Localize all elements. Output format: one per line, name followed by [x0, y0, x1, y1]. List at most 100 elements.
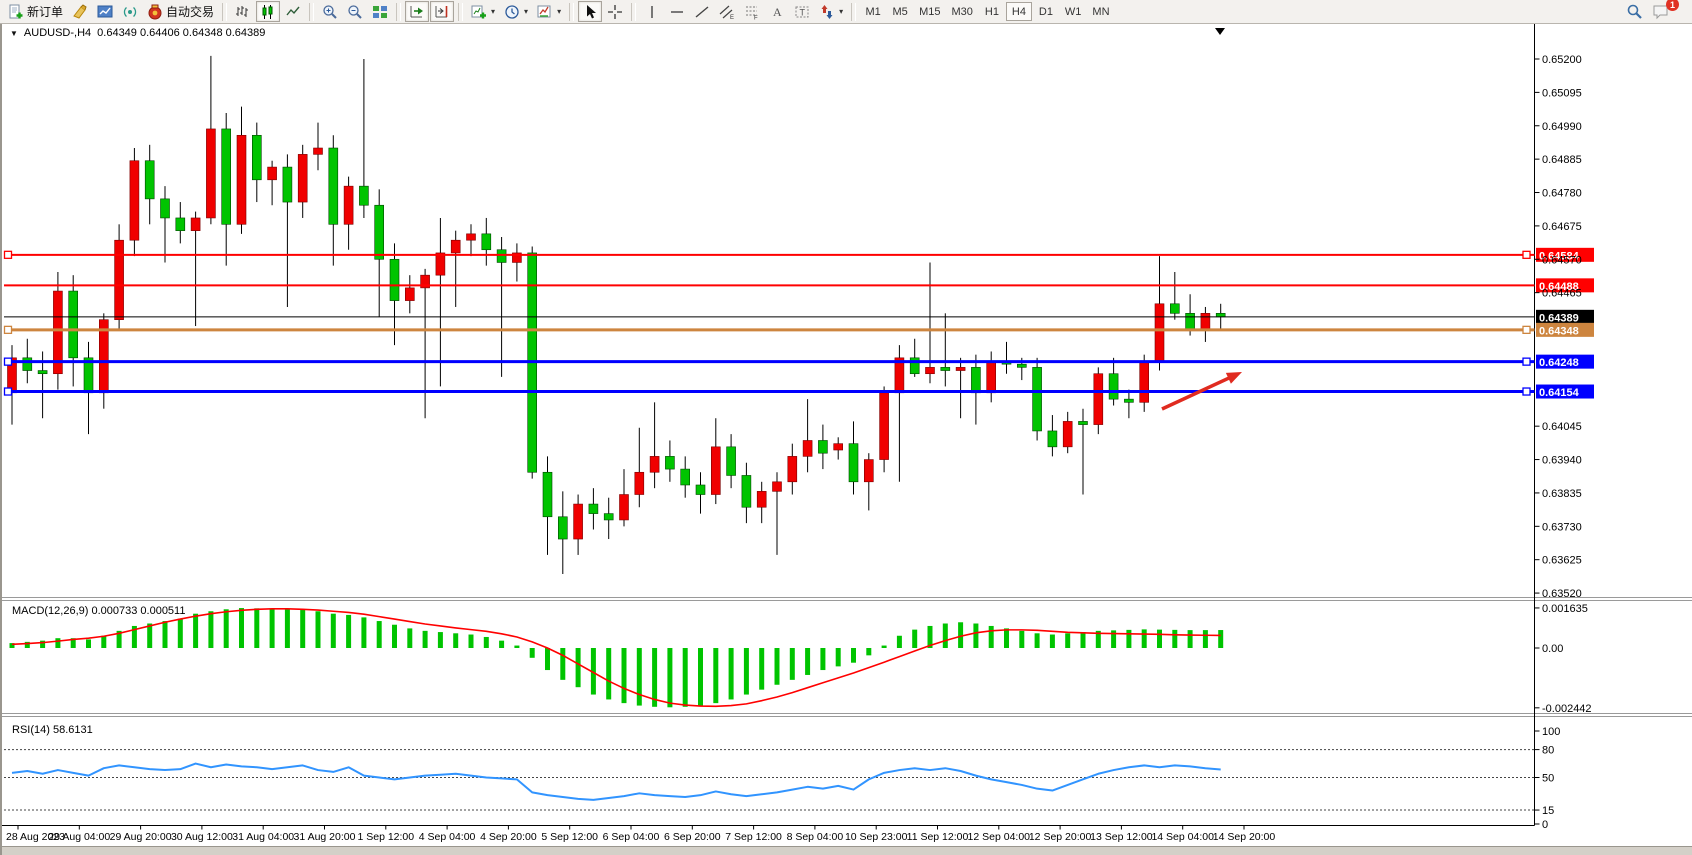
- macd-histogram-bar: [713, 648, 719, 704]
- candle-body: [389, 258, 400, 301]
- line-anchor-marker[interactable]: [3, 357, 13, 366]
- macd-histogram-bar: [254, 608, 260, 648]
- macd-histogram-bar: [835, 648, 841, 667]
- zoom-in-button[interactable]: [318, 1, 342, 22]
- horizontal-line-button[interactable]: [665, 1, 689, 22]
- svg-text:E: E: [730, 15, 734, 20]
- candlestick-chart-button[interactable]: [256, 1, 281, 22]
- timeframe-button-M15[interactable]: M15: [914, 2, 945, 21]
- signals-button[interactable]: [118, 1, 142, 22]
- time-axis-label: 11 Sep 12:00: [907, 831, 969, 843]
- line-anchor-marker[interactable]: [1522, 250, 1531, 259]
- auto-scroll-button[interactable]: [405, 1, 430, 22]
- time-axis-label: 12 Sep 04:00: [968, 831, 1031, 843]
- price-axis-label: 0.63835: [1542, 488, 1582, 500]
- timeframe-button-M1[interactable]: M1: [860, 2, 886, 21]
- vertical-line-button[interactable]: [640, 1, 664, 22]
- dropdown-caret-icon: ▾: [839, 7, 844, 16]
- price-line-label-box: [1536, 278, 1594, 293]
- price-axis-label: 0.63520: [1542, 588, 1582, 600]
- candle-body: [496, 249, 507, 263]
- toolbar-separator: [222, 2, 228, 21]
- arrows-shapes-button[interactable]: ▾: [815, 1, 847, 22]
- time-axis-label: 4 Sep 20:00: [480, 831, 537, 843]
- bar-chart-button[interactable]: [231, 1, 255, 22]
- timeframe-button-H4[interactable]: H4: [1005, 2, 1032, 21]
- candle-body: [144, 160, 155, 200]
- macd-histogram-bar: [407, 628, 413, 648]
- auto-trading-button[interactable]: 自动交易: [143, 1, 218, 22]
- line-anchor-marker[interactable]: [3, 387, 13, 396]
- price-axis: 0.65200 0.65095 0.64990 0.64885 0.64780 0.646…: [1534, 54, 1582, 600]
- timeframe-button-MN[interactable]: MN: [1087, 2, 1114, 21]
- periods-button[interactable]: ▾: [500, 1, 532, 22]
- cursor-button[interactable]: [578, 1, 603, 22]
- macd-histogram-bar: [1187, 630, 1193, 648]
- time-axis-label: 29 Aug 04:00: [48, 831, 110, 843]
- fibonacci-button[interactable]: F: [740, 1, 764, 22]
- profiles-button[interactable]: [93, 1, 117, 22]
- arrow-shaft: [1161, 374, 1234, 411]
- time-axis-label: 6 Sep 04:00: [603, 831, 660, 843]
- candle-body: [1093, 373, 1104, 425]
- time-axis-label: 4 Sep 04:00: [419, 831, 476, 843]
- chart-canvas[interactable]: 0.0016350.00-0.00244210080501500.645840.…: [2, 24, 1692, 855]
- candle-body: [343, 185, 354, 225]
- search-button[interactable]: [1622, 1, 1647, 22]
- timeframe-button-M30[interactable]: M30: [947, 2, 978, 21]
- text-label-button[interactable]: T: [790, 1, 814, 22]
- auto-scroll-icon: [410, 5, 424, 17]
- svg-text:F: F: [754, 15, 758, 20]
- zoom-out-icon: [348, 4, 362, 19]
- macd-histogram-bar: [86, 639, 91, 648]
- macd-histogram-bar: [1202, 630, 1208, 648]
- price-line-label: 0.64154: [1539, 387, 1580, 399]
- notifications-button[interactable]: 1: [1648, 0, 1679, 22]
- macd-histogram-bar: [820, 648, 826, 671]
- clock-icon: [505, 4, 519, 19]
- equidistant-channel-button[interactable]: E: [715, 1, 739, 22]
- macd-histogram-bar: [101, 635, 107, 648]
- macd-histogram-bar: [499, 640, 505, 648]
- macd-histogram-bar: [606, 648, 612, 700]
- macd-histogram-bar: [743, 648, 749, 695]
- chart-shift-icon: [435, 5, 448, 17]
- time-axis-label: 5 Sep 12:00: [541, 831, 598, 843]
- line-anchor-marker[interactable]: [3, 250, 13, 259]
- indicators-button[interactable]: ▾: [467, 1, 499, 22]
- arrow-head: [1225, 372, 1242, 384]
- text-label-icon: T: [795, 6, 809, 17]
- zoom-out-button[interactable]: [343, 1, 367, 22]
- timeframe-button-M5[interactable]: M5: [887, 2, 913, 21]
- search-icon: [1627, 4, 1642, 19]
- candle-body: [573, 503, 583, 540]
- candle-body: [726, 446, 736, 476]
- timeframe-button-W1[interactable]: W1: [1060, 2, 1087, 21]
- text-button[interactable]: A: [765, 1, 789, 22]
- price-axis-label: 0.64990: [1542, 121, 1582, 133]
- crosshair-button[interactable]: [603, 1, 627, 22]
- trendline-button[interactable]: [690, 1, 714, 22]
- line-anchor-marker[interactable]: [1522, 325, 1531, 335]
- styler-button[interactable]: [68, 1, 92, 22]
- macd-histogram-bar: [590, 648, 596, 695]
- trendline-icon: [695, 5, 709, 18]
- macd-histogram-bar: [9, 643, 15, 648]
- new-order-button[interactable]: 新订单: [4, 1, 67, 22]
- trend-arrow-annotation[interactable]: [1161, 372, 1242, 411]
- timeframe-button-H1[interactable]: H1: [979, 2, 1005, 21]
- line-anchor-marker[interactable]: [3, 325, 13, 335]
- line-anchor-marker[interactable]: [1522, 357, 1531, 366]
- line-anchor-marker[interactable]: [1522, 387, 1531, 396]
- time-axis-label: 13 Sep 12:00: [1090, 831, 1153, 843]
- one-click-trading-toggle-icon[interactable]: ▼: [10, 28, 18, 38]
- timeframe-button-D1[interactable]: D1: [1033, 2, 1059, 21]
- time-axis-label: 6 Sep 20:00: [664, 831, 721, 843]
- price-line-label-box: [1536, 322, 1594, 337]
- ohlc-values: 0.64349 0.64406 0.64348 0.64389: [97, 27, 266, 39]
- chart-shift-button[interactable]: [430, 1, 455, 22]
- tile-windows-button[interactable]: [368, 1, 392, 22]
- macd-histogram-bar: [789, 648, 795, 680]
- line-chart-button[interactable]: [281, 1, 305, 22]
- templates-button[interactable]: ▾: [533, 1, 565, 22]
